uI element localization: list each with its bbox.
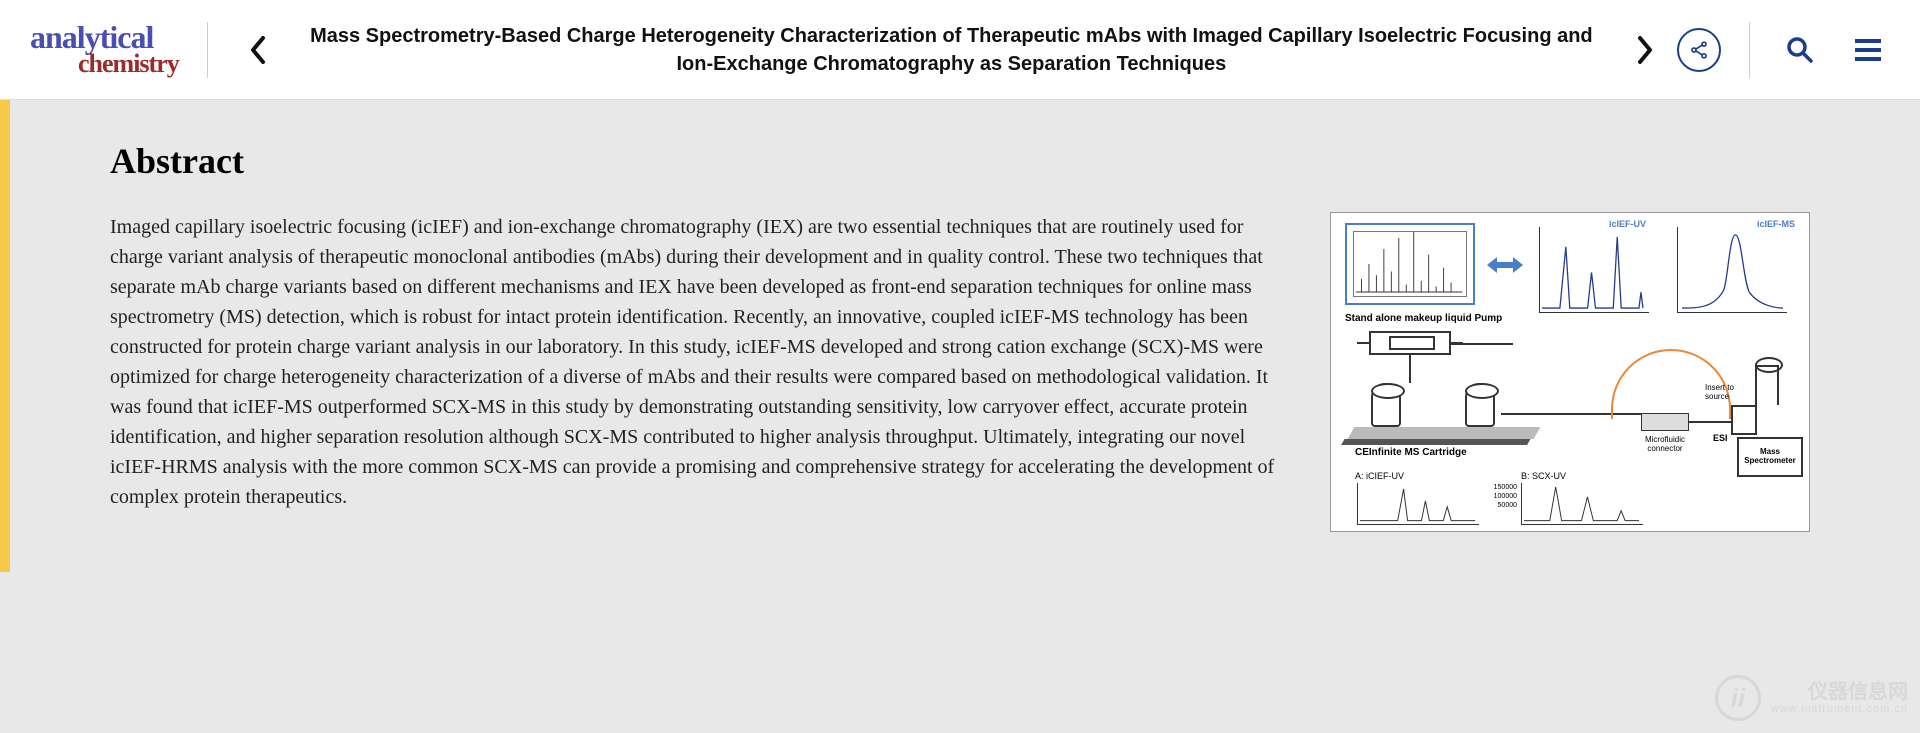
divider	[1749, 22, 1750, 78]
divider	[207, 22, 208, 78]
fig-pump-icon	[1369, 331, 1451, 355]
fig-ms-box: Mass Spectrometer	[1737, 437, 1803, 477]
page-header: analytical chemistry Mass Spectrometry-B…	[0, 0, 1920, 100]
article-title: Mass Spectrometry-Based Charge Heterogen…	[280, 22, 1623, 78]
logo-word-2: chemistry	[78, 52, 179, 75]
fig-pump-label: Stand alone makeup liquid Pump	[1345, 313, 1502, 324]
abstract-heading: Abstract	[110, 140, 1810, 182]
fig-ms-inlet	[1755, 365, 1779, 405]
search-button[interactable]	[1778, 28, 1822, 72]
fig-insert-label: Insert to source	[1705, 383, 1753, 401]
abstract-body: Imaged capillary isoelectric focusing (i…	[110, 212, 1290, 512]
fig-bottom-plot-a	[1357, 483, 1479, 525]
fig-spectrum-panel	[1345, 223, 1475, 305]
logo-word-1: analytical	[30, 23, 179, 52]
watermark-icon: ii	[1715, 675, 1761, 721]
fig-cartridge-label: CEInfinite MS Cartridge	[1355, 447, 1467, 458]
fig-uv-plot	[1539, 227, 1649, 313]
content: Abstract Imaged capillary isoelectric fo…	[0, 100, 1920, 572]
fig-connector-label: Microfluidic connector	[1631, 435, 1699, 453]
fig-esi-label: ESI	[1713, 433, 1728, 443]
fig-bottom-a-label: A: iCIEF-UV	[1355, 471, 1404, 481]
fig-source-box	[1731, 405, 1757, 435]
watermark-url: www.instrument.com.cn	[1771, 703, 1908, 715]
fig-yticks: 15000010000050000	[1491, 483, 1517, 510]
fig-line	[1689, 421, 1731, 423]
journal-logo[interactable]: analytical chemistry	[30, 23, 179, 75]
fig-bottom-plot-b	[1521, 483, 1643, 525]
menu-button[interactable]	[1846, 28, 1890, 72]
fig-connector-box	[1641, 413, 1689, 431]
graphical-abstract[interactable]: icIEF-UV icIEF-MS Stand alone makeup liq…	[1330, 212, 1810, 532]
prev-article-button[interactable]	[236, 28, 280, 72]
watermark: ii 仪器信息网 www.instrument.com.cn	[1715, 675, 1908, 721]
accent-bar	[0, 100, 10, 572]
fig-vial-a	[1371, 383, 1401, 427]
double-arrow-icon	[1487, 249, 1523, 283]
fig-line	[1451, 343, 1513, 345]
fig-vial-b	[1465, 383, 1495, 427]
fig-line	[1409, 355, 1411, 383]
fig-spectrum-bars	[1354, 232, 1466, 296]
watermark-text: 仪器信息网	[1771, 681, 1908, 703]
next-article-button[interactable]	[1623, 28, 1667, 72]
fig-bottom-b-label: B: SCX-UV	[1521, 471, 1566, 481]
share-button[interactable]	[1677, 28, 1721, 72]
fig-platform	[1348, 427, 1541, 439]
fig-ms-plot	[1677, 227, 1787, 313]
